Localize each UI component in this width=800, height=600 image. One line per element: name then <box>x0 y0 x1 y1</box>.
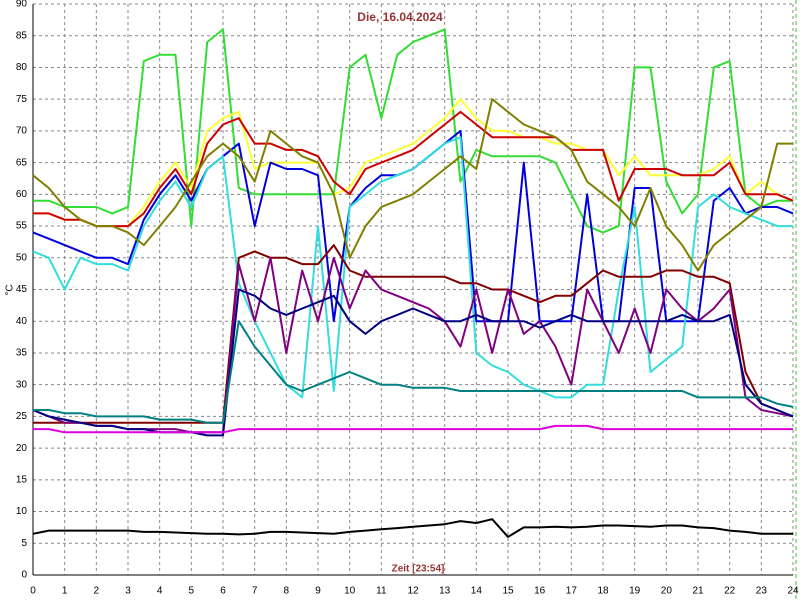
x-tick-label: 8 <box>284 586 290 597</box>
series-line <box>32 256 794 434</box>
x-tick-label: 20 <box>661 586 673 597</box>
series-line <box>33 98 794 228</box>
y-tick-label: 5 <box>21 538 27 549</box>
y-tick-label: 20 <box>16 443 28 454</box>
y-tick-label: 30 <box>16 379 28 390</box>
x-tick-label: 19 <box>629 586 641 597</box>
series-line <box>32 98 793 272</box>
series-line <box>33 110 794 228</box>
x-tick-label: 2 <box>94 586 100 597</box>
x-tick-label: 9 <box>315 586 321 597</box>
series-line <box>32 518 793 538</box>
y-tick-label: 50 <box>16 252 28 263</box>
x-tick-label: 18 <box>597 586 609 597</box>
x-tick-label: 6 <box>220 586 226 597</box>
x-tick-label: 17 <box>566 586 578 597</box>
y-tick-label: 70 <box>16 126 28 137</box>
y-tick-label: 0 <box>21 570 27 581</box>
series-line <box>33 320 794 424</box>
series-line <box>33 244 794 424</box>
x-tick-label: 7 <box>252 586 258 597</box>
x-tick-label: 23 <box>756 586 768 597</box>
x-axis-label: Zeit [23:54] <box>392 564 445 575</box>
y-tick-label: 45 <box>16 284 28 295</box>
series-line <box>33 424 793 434</box>
y-tick-label: 60 <box>16 189 28 200</box>
x-tick-label: 14 <box>471 586 483 597</box>
y-tick-label: 25 <box>16 411 28 422</box>
x-tick-label: 10 <box>344 586 356 597</box>
y-tick-label: 80 <box>16 62 28 73</box>
x-tick-label: 11 <box>376 586 387 597</box>
series-line <box>33 28 793 234</box>
x-tick-label: 3 <box>125 586 131 597</box>
y-tick-label: 15 <box>16 474 28 485</box>
x-tick-label: 0 <box>30 586 36 597</box>
y-tick-label: 10 <box>16 506 28 517</box>
y-tick-label: 35 <box>16 348 28 359</box>
series-line <box>32 136 793 399</box>
y-axis-label: °C <box>5 284 16 295</box>
x-tick-label: 15 <box>502 586 514 597</box>
x-tick-label: 16 <box>534 586 546 597</box>
x-tick-label: 24 <box>787 586 799 597</box>
x-tick-label: 22 <box>724 586 736 597</box>
x-tick-label: 12 <box>407 586 419 597</box>
y-tick-label: 55 <box>16 221 28 232</box>
y-tick-label: 75 <box>16 94 28 105</box>
y-tick-label: 90 <box>16 0 28 10</box>
y-tick-label: 65 <box>16 157 28 168</box>
x-tick-label: 1 <box>62 586 68 597</box>
x-tick-label: 4 <box>157 586 163 597</box>
chart-title: Die, 16.04.2024 <box>357 10 443 24</box>
x-tick-label: 21 <box>692 586 704 597</box>
x-tick-label: 13 <box>439 586 451 597</box>
y-tick-label: 85 <box>16 30 28 41</box>
x-tick-label: 5 <box>189 586 195 597</box>
y-tick-label: 40 <box>16 316 28 327</box>
